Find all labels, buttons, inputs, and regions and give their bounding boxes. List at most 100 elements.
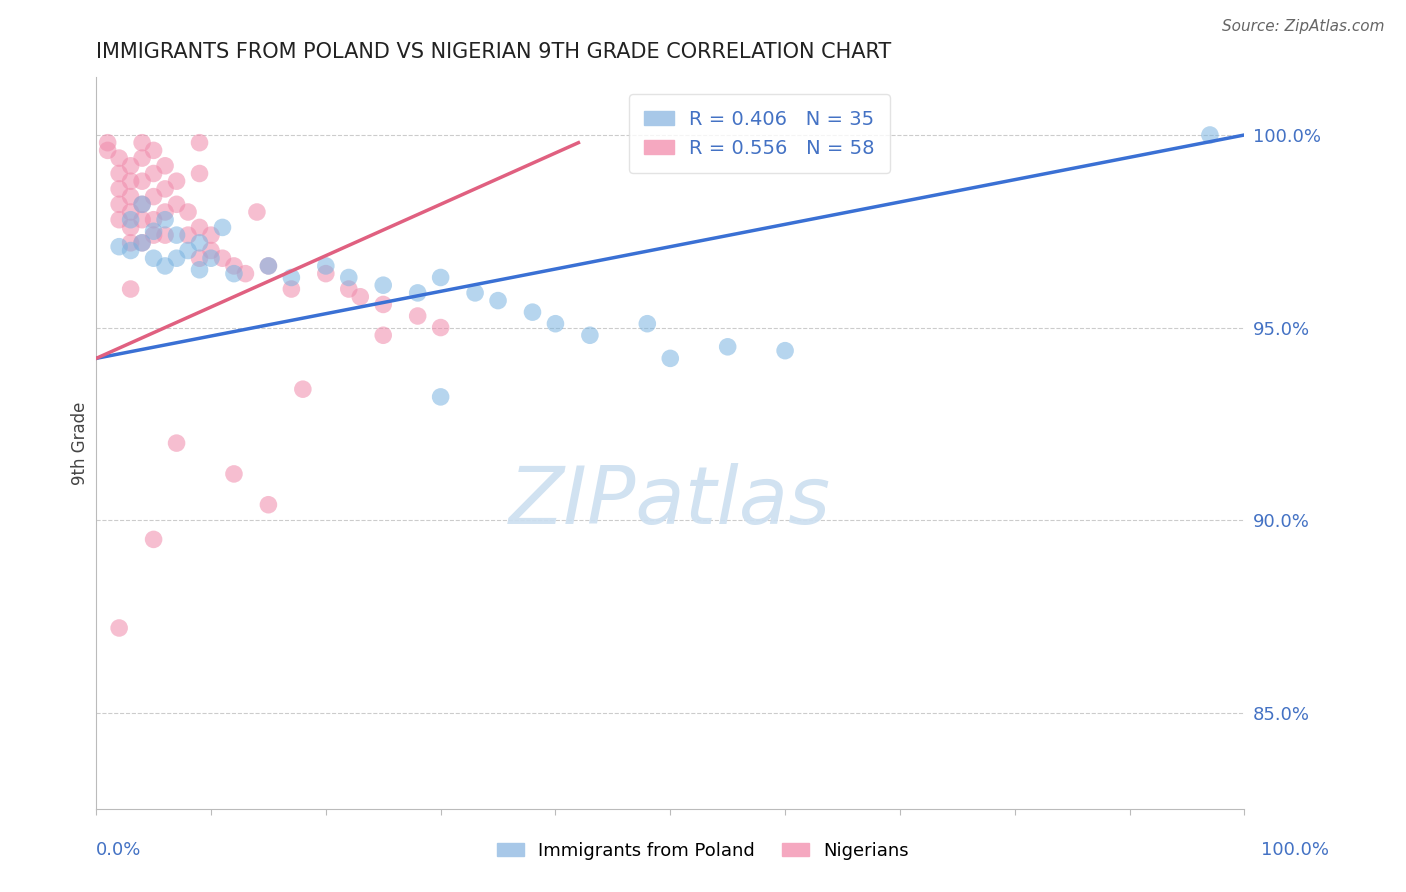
Point	[486, 293, 509, 308]
Point	[177, 205, 200, 219]
Point	[337, 270, 360, 285]
Point	[108, 166, 131, 180]
Point	[153, 212, 176, 227]
Text: IMMIGRANTS FROM POLAND VS NIGERIAN 9TH GRADE CORRELATION CHART: IMMIGRANTS FROM POLAND VS NIGERIAN 9TH G…	[96, 42, 891, 62]
Point	[188, 262, 211, 277]
Point	[131, 235, 153, 250]
Point	[166, 228, 188, 243]
Point	[188, 235, 211, 250]
Point	[222, 267, 245, 281]
Point	[315, 267, 337, 281]
Point	[406, 285, 429, 300]
Point	[373, 278, 395, 293]
Point	[1199, 128, 1222, 142]
Point	[142, 533, 165, 547]
Point	[120, 205, 142, 219]
Point	[142, 166, 165, 180]
Point	[579, 328, 602, 343]
Point	[636, 317, 658, 331]
Point	[373, 297, 395, 311]
Point	[142, 144, 165, 158]
Point	[257, 259, 280, 273]
Point	[188, 166, 211, 180]
Point	[108, 240, 131, 254]
Point	[142, 212, 165, 227]
Point	[131, 174, 153, 188]
Point	[257, 259, 280, 273]
Point	[188, 136, 211, 150]
Point	[131, 212, 153, 227]
Point	[429, 270, 451, 285]
Point	[108, 212, 131, 227]
Text: Source: ZipAtlas.com: Source: ZipAtlas.com	[1222, 20, 1385, 34]
Text: 0.0%: 0.0%	[96, 840, 141, 858]
Point	[200, 228, 222, 243]
Point	[153, 159, 176, 173]
Legend: Immigrants from Poland, Nigerians: Immigrants from Poland, Nigerians	[489, 835, 917, 867]
Point	[142, 189, 165, 203]
Point	[97, 136, 120, 150]
Point	[211, 251, 233, 265]
Point	[773, 343, 796, 358]
Y-axis label: 9th Grade: 9th Grade	[72, 401, 89, 484]
Point	[142, 251, 165, 265]
Point	[406, 309, 429, 323]
Point	[153, 259, 176, 273]
Point	[188, 251, 211, 265]
Point	[188, 220, 211, 235]
Point	[120, 282, 142, 296]
Point	[120, 189, 142, 203]
Point	[142, 224, 165, 238]
Point	[200, 251, 222, 265]
Point	[522, 305, 544, 319]
Point	[120, 212, 142, 227]
Point	[108, 151, 131, 165]
Point	[280, 282, 302, 296]
Text: 100.0%: 100.0%	[1261, 840, 1329, 858]
Point	[120, 159, 142, 173]
Point	[235, 267, 257, 281]
Point	[142, 228, 165, 243]
Point	[177, 244, 200, 258]
Point	[373, 328, 395, 343]
Point	[131, 136, 153, 150]
Point	[717, 340, 740, 354]
Point	[120, 174, 142, 188]
Legend: R = 0.406   N = 35, R = 0.556   N = 58: R = 0.406 N = 35, R = 0.556 N = 58	[628, 95, 890, 173]
Point	[153, 205, 176, 219]
Point	[291, 382, 314, 396]
Point	[246, 205, 269, 219]
Point	[108, 197, 131, 211]
Point	[429, 390, 451, 404]
Point	[131, 235, 153, 250]
Point	[659, 351, 682, 366]
Point	[544, 317, 567, 331]
Text: ZIPatlas: ZIPatlas	[509, 463, 831, 541]
Point	[120, 220, 142, 235]
Point	[153, 228, 176, 243]
Point	[120, 235, 142, 250]
Point	[108, 621, 131, 635]
Point	[131, 197, 153, 211]
Point	[222, 259, 245, 273]
Point	[315, 259, 337, 273]
Point	[280, 270, 302, 285]
Point	[108, 182, 131, 196]
Point	[131, 197, 153, 211]
Point	[131, 151, 153, 165]
Point	[257, 498, 280, 512]
Point	[464, 285, 486, 300]
Point	[166, 436, 188, 450]
Point	[97, 144, 120, 158]
Point	[429, 320, 451, 334]
Point	[120, 244, 142, 258]
Point	[166, 197, 188, 211]
Point	[166, 251, 188, 265]
Point	[211, 220, 233, 235]
Point	[337, 282, 360, 296]
Point	[153, 182, 176, 196]
Point	[222, 467, 245, 481]
Point	[200, 244, 222, 258]
Point	[166, 174, 188, 188]
Point	[349, 290, 371, 304]
